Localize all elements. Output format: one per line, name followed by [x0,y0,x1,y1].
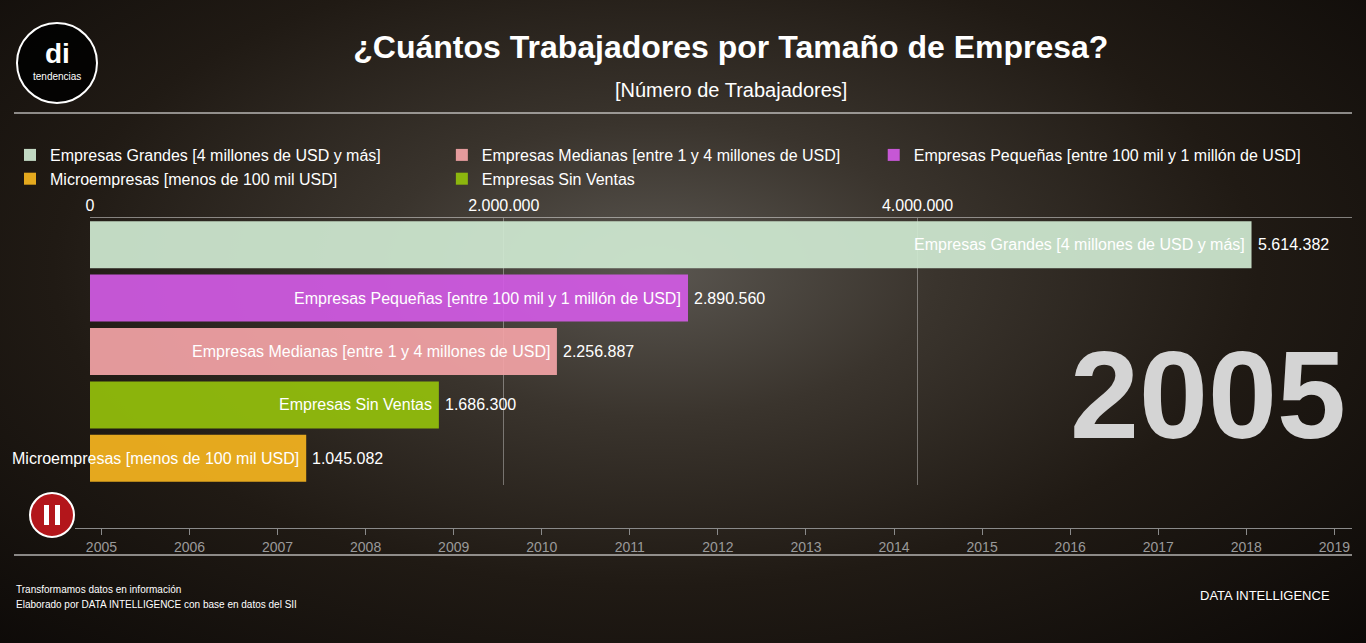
svg-text:2.256.887: 2.256.887 [563,343,634,360]
svg-text:2011: 2011 [615,539,645,555]
svg-text:2015: 2015 [967,539,998,555]
svg-text:Elaborado por DATA INTELLIGENC: Elaborado por DATA INTELLIGENCE con base… [16,599,297,610]
svg-text:2005: 2005 [1070,326,1346,464]
svg-text:Empresas Sin Ventas: Empresas Sin Ventas [279,396,432,413]
svg-text:Empresas Medianas [entre 1 y 4: Empresas Medianas [entre 1 y 4 millones … [192,343,550,360]
svg-text:¿Cuántos Trabajadores por Tama: ¿Cuántos Trabajadores por Tamaño de Empr… [353,29,1108,65]
svg-text:Transformamos datos en informa: Transformamos datos en información [16,584,181,595]
svg-text:2019: 2019 [1319,539,1350,555]
svg-text:Microempresas [menos de 100 mi: Microempresas [menos de 100 mil USD] [50,171,337,188]
svg-text:2010: 2010 [526,539,557,555]
svg-text:2.890.560: 2.890.560 [694,290,765,307]
svg-text:2.000.000: 2.000.000 [468,197,539,214]
svg-text:2008: 2008 [350,539,381,555]
svg-text:4.000.000: 4.000.000 [882,197,953,214]
svg-text:Microempresas [menos de 100 mi: Microempresas [menos de 100 mil USD] [12,450,299,467]
svg-text:2014: 2014 [878,539,909,555]
svg-text:1.045.082: 1.045.082 [312,450,383,467]
svg-text:Empresas Medianas [entre 1 y 4: Empresas Medianas [entre 1 y 4 millones … [482,147,840,164]
svg-text:2012: 2012 [702,539,733,555]
svg-text:2016: 2016 [1055,539,1086,555]
svg-text:2007: 2007 [262,539,293,555]
svg-text:Empresas Pequeñas [entre 100 m: Empresas Pequeñas [entre 100 mil y 1 mil… [294,290,681,307]
svg-text:5.614.382: 5.614.382 [1258,236,1329,253]
svg-text:DATA INTELLIGENCE: DATA INTELLIGENCE [1200,588,1330,603]
svg-text:di: di [45,38,70,69]
svg-text:Empresas Grandes [4 millones d: Empresas Grandes [4 millones de USD y má… [50,147,381,164]
svg-text:2013: 2013 [790,539,821,555]
svg-text:Empresas Sin Ventas: Empresas Sin Ventas [482,171,635,188]
svg-text:2018: 2018 [1231,539,1262,555]
svg-text:2009: 2009 [438,539,469,555]
svg-text:Empresas Grandes [4 millones d: Empresas Grandes [4 millones de USD y má… [914,236,1245,253]
svg-text:2006: 2006 [174,539,205,555]
svg-text:Empresas Pequeñas [entre 100 m: Empresas Pequeñas [entre 100 mil y 1 mil… [914,147,1301,164]
svg-text:[Número de Trabajadores]: [Número de Trabajadores] [615,79,847,101]
svg-text:0: 0 [86,197,95,214]
svg-text:2017: 2017 [1143,539,1174,555]
svg-text:1.686.300: 1.686.300 [445,396,516,413]
svg-text:2005: 2005 [86,539,117,555]
svg-text:tendencias: tendencias [33,71,81,82]
